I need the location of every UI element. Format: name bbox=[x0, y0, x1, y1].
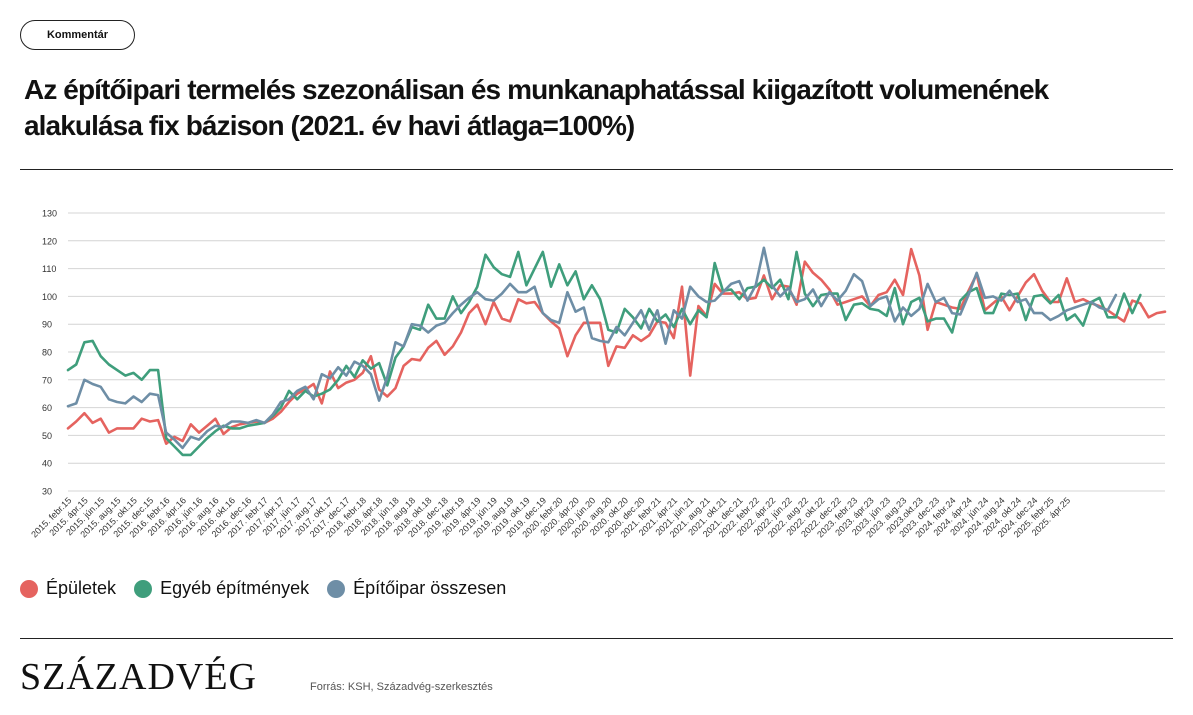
chart-legend: Épületek Egyéb építmények Építőipar össz… bbox=[20, 578, 524, 599]
comment-button[interactable]: Kommentár bbox=[20, 20, 135, 50]
y-tick-label: 100 bbox=[42, 292, 57, 302]
legend-label-epuletek: Épületek bbox=[46, 578, 117, 598]
legend-dot-egyeb-epitmenyek bbox=[134, 579, 153, 598]
y-tick-label: 90 bbox=[42, 320, 52, 330]
legend-label-egyeb-epitmenyek: Egyéb építmények bbox=[160, 578, 310, 598]
y-tick-label: 60 bbox=[42, 403, 52, 413]
szazadveg-logo: Századvég bbox=[20, 656, 257, 698]
legend-label-epitoipar-osszesen: Építőipar összesen bbox=[353, 578, 507, 598]
series-line-egy-b-p-tm-nyek bbox=[66, 250, 1142, 457]
y-tick-label: 70 bbox=[42, 375, 52, 385]
legend-item-epuletek: Épületek bbox=[20, 578, 116, 599]
legend-item-epitoipar-osszesen: Építőipar összesen bbox=[327, 578, 506, 599]
top-divider bbox=[20, 169, 1173, 170]
source-note: Forrás: KSH, Századvég-szerkesztés bbox=[310, 681, 493, 693]
legend-dot-epuletek bbox=[20, 579, 38, 598]
bottom-divider bbox=[20, 638, 1173, 639]
legend-dot-epitoipar-osszesen bbox=[327, 579, 346, 598]
y-tick-label: 30 bbox=[42, 487, 52, 497]
y-tick-label: 110 bbox=[42, 264, 56, 274]
series-line--p-letek bbox=[66, 247, 1167, 445]
y-tick-label: 130 bbox=[42, 209, 57, 219]
legend-item-egyeb-epitmenyek: Egyéb építmények bbox=[134, 578, 309, 599]
y-tick-label: 40 bbox=[42, 459, 52, 469]
series-line--p-t-ipar-sszesen bbox=[66, 246, 1118, 450]
y-tick-label: 120 bbox=[42, 236, 57, 246]
y-tick-label: 80 bbox=[42, 348, 52, 358]
chart-title: Az építőipari termelés szezonálisan és m… bbox=[24, 74, 1049, 141]
y-tick-label: 50 bbox=[42, 431, 52, 441]
